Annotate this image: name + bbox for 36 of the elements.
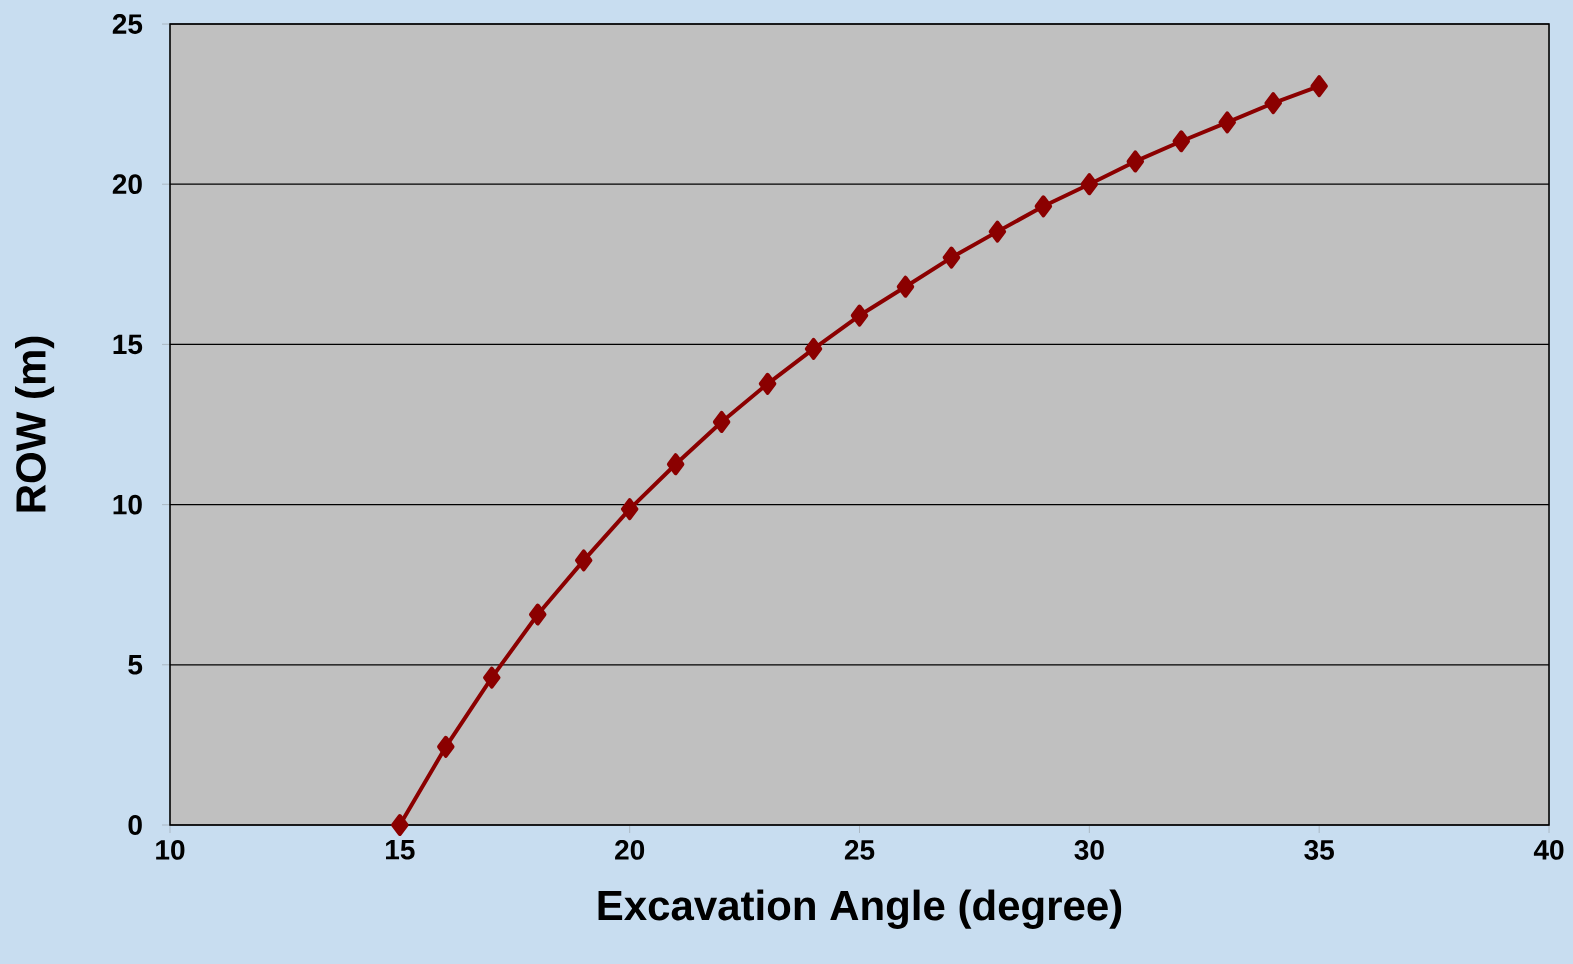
point: [1218, 111, 1236, 134]
point: [942, 246, 961, 269]
x-tick-label: 20: [615, 840, 645, 860]
point: [1264, 92, 1282, 115]
point: [804, 337, 823, 360]
y-tick-label: 0: [128, 815, 142, 835]
y-tick-label: 25: [112, 14, 143, 34]
point: [988, 220, 1007, 243]
y-tick-label: 10: [113, 494, 142, 515]
point: [1172, 130, 1191, 153]
point: [574, 549, 593, 572]
x-tick-label: 35: [1304, 840, 1334, 860]
point: [483, 666, 501, 689]
x-tick-label: 10: [156, 840, 185, 860]
point: [1126, 150, 1145, 173]
y-tick-label: 20: [112, 174, 142, 195]
point: [896, 275, 915, 298]
point: [437, 735, 455, 758]
point: [712, 410, 731, 433]
point: [1080, 173, 1099, 196]
point: [620, 498, 639, 521]
y-tick-label: 5: [128, 655, 143, 675]
point: [528, 603, 547, 626]
point: [1034, 195, 1053, 218]
x-tick-label: 15: [386, 840, 415, 860]
point: [666, 453, 685, 476]
x-tick-label: 30: [1074, 840, 1104, 860]
y-axis-title: ROW (m): [14, 336, 55, 512]
point: [391, 814, 409, 836]
y-tick-label: 15: [113, 334, 143, 355]
x-axis-title: Excavation Angle (degree): [598, 889, 1122, 929]
x-tick-label: 40: [1533, 840, 1564, 860]
point: [1310, 75, 1328, 98]
point: [850, 304, 869, 327]
x-tick-label: 25: [844, 840, 875, 860]
point: [758, 372, 777, 395]
